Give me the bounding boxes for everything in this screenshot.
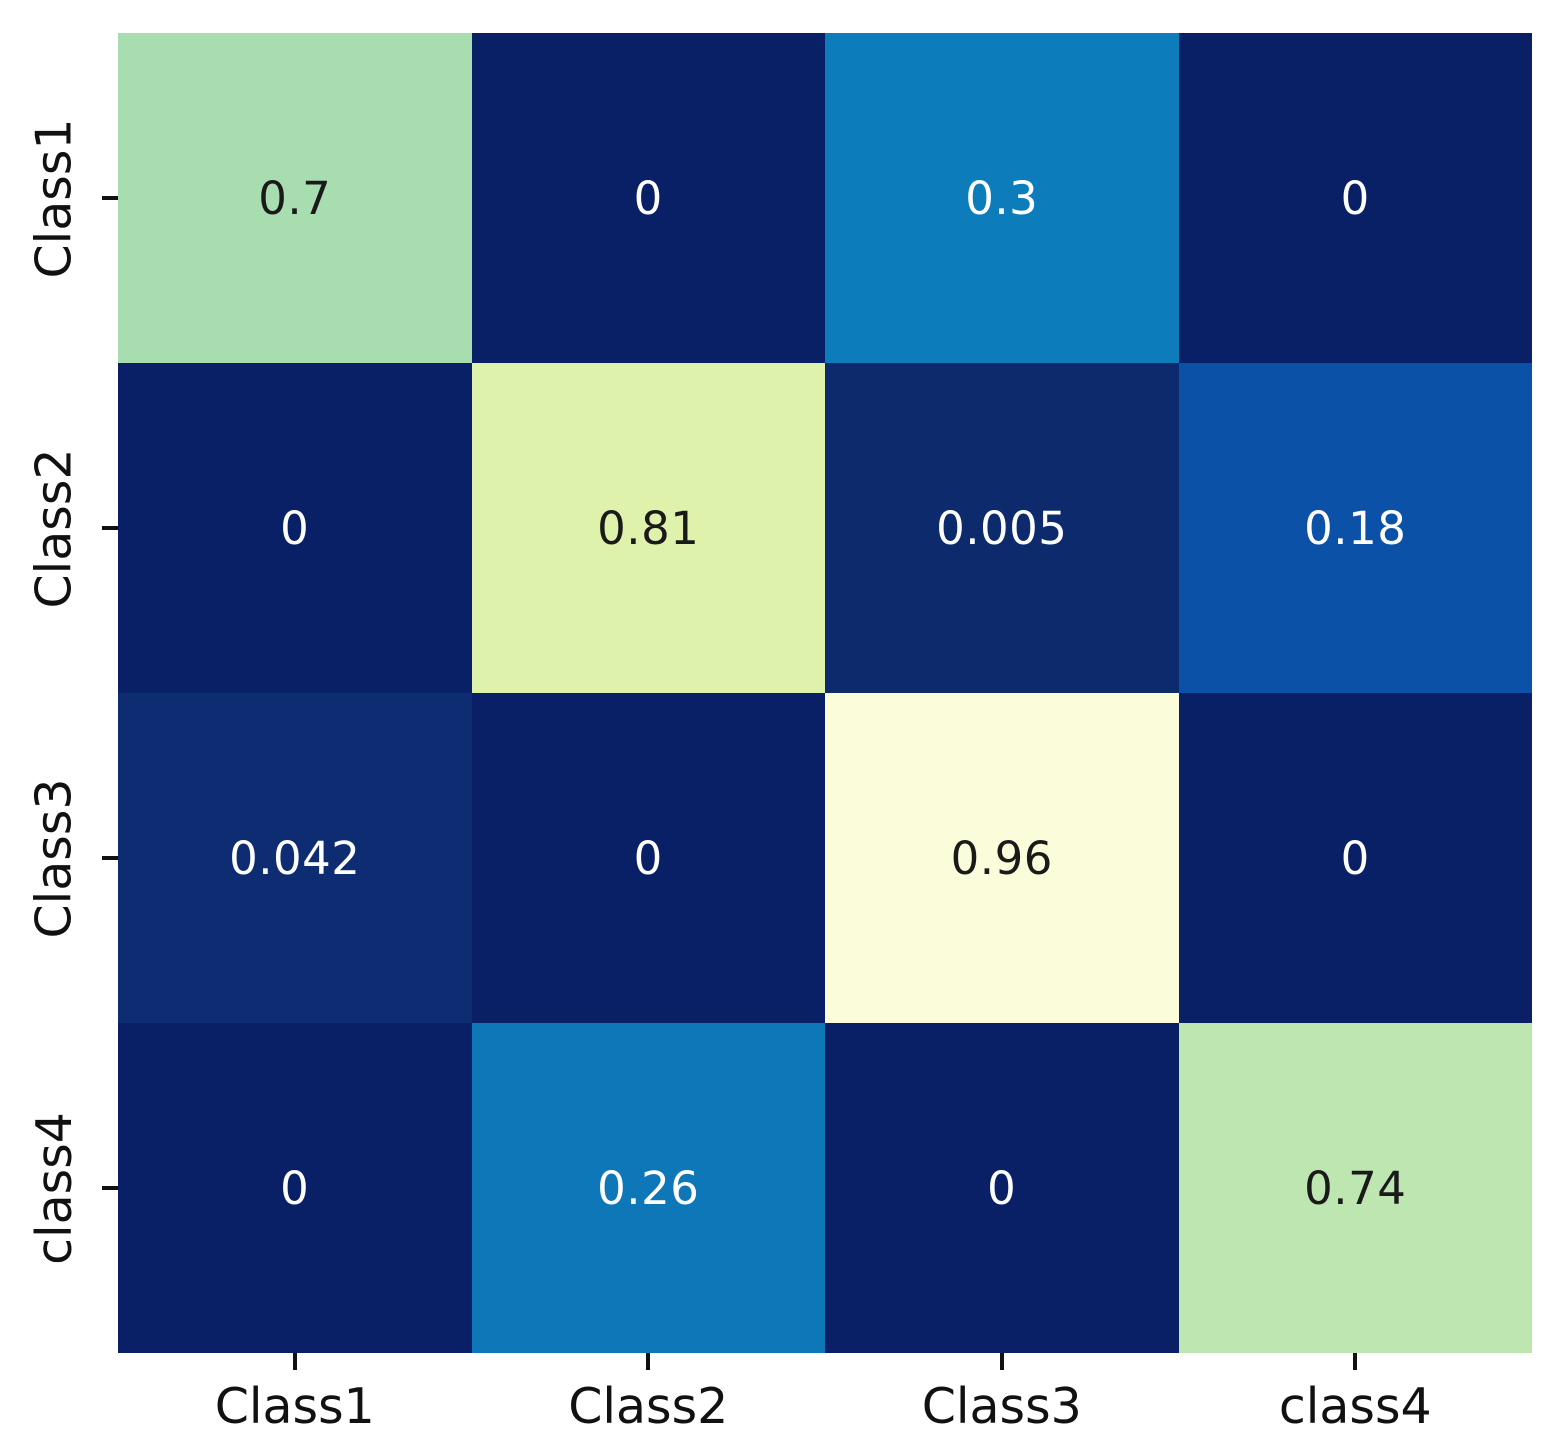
cell-value: 0.96: [950, 831, 1053, 885]
y-tick-mark: [102, 526, 118, 530]
heatmap-cell-r3-c1: 0.26: [471, 1023, 825, 1353]
x-tick-label-class4: class4: [1278, 1378, 1432, 1435]
x-tick-mark: [292, 1353, 297, 1370]
x-tick-mark: [999, 1353, 1004, 1370]
cell-value: 0: [987, 1161, 1017, 1215]
y-tick-mark: [102, 1186, 118, 1190]
y-tick-mark: [102, 196, 118, 200]
cell-value: 0: [280, 501, 310, 555]
heatmap-cell-r3-c0: 0: [118, 1023, 472, 1353]
y-tick-label-class4: class4: [8, 1023, 100, 1353]
x-tick-label-class1: Class1: [214, 1378, 375, 1435]
cell-value: 0.005: [936, 501, 1068, 555]
cell-value: 0: [1340, 831, 1370, 885]
x-tick-mark: [646, 1353, 651, 1370]
x-tick-label-class2: Class2: [568, 1378, 729, 1435]
heatmap-grid: 0.7 0 0.3 0 0 0.81 0.005 0.18 0.042 0 0.96 0 0 0.26 0 0…: [118, 33, 1532, 1353]
cell-value: 0: [1340, 171, 1370, 225]
cell-value: 0.81: [597, 501, 700, 555]
y-tick-label-class1: Class1: [8, 33, 100, 363]
heatmap-cell-r2-c1: 0: [471, 693, 825, 1023]
cell-value: 0.7: [258, 171, 332, 225]
y-tick-label-text: Class1: [25, 117, 83, 279]
heatmap-cell-r2-c3: 0: [1178, 693, 1532, 1023]
heatmap-cell-r2-c2: 0.96: [825, 693, 1179, 1023]
y-tick-label-class2: Class2: [8, 363, 100, 693]
x-tick-mark: [1353, 1353, 1358, 1370]
heatmap-cell-r1-c2: 0.005: [825, 363, 1179, 693]
heatmap-cell-r3-c2: 0: [825, 1023, 1179, 1353]
cell-value: 0.74: [1304, 1161, 1407, 1215]
cell-value: 0: [633, 171, 663, 225]
heatmap-cell-r2-c0: 0.042: [118, 693, 472, 1023]
cell-value: 0.3: [965, 171, 1039, 225]
heatmap-cell-r0-c3: 0: [1178, 33, 1532, 363]
cell-value: 0: [633, 831, 663, 885]
y-tick-label-text: Class3: [25, 777, 83, 939]
heatmap-cell-r1-c0: 0: [118, 363, 472, 693]
cell-value: 0: [280, 1161, 310, 1215]
y-tick-label-text: class4: [25, 1111, 83, 1265]
cell-value: 0.18: [1304, 501, 1407, 555]
heatmap-cell-r1-c1: 0.81: [471, 363, 825, 693]
y-tick-label-class3: Class3: [8, 693, 100, 1023]
cell-value: 0.042: [229, 831, 361, 885]
heatmap-cell-r1-c3: 0.18: [1178, 363, 1532, 693]
heatmap-cell-r3-c3: 0.74: [1178, 1023, 1532, 1353]
y-tick-label-text: Class2: [25, 447, 83, 609]
heatmap-cell-r0-c1: 0: [471, 33, 825, 363]
heatmap-cell-r0-c0: 0.7: [118, 33, 472, 363]
heatmap-cell-r0-c2: 0.3: [825, 33, 1179, 363]
y-tick-mark: [102, 856, 118, 860]
cell-value: 0.26: [597, 1161, 700, 1215]
x-tick-label-class3: Class3: [921, 1378, 1082, 1435]
